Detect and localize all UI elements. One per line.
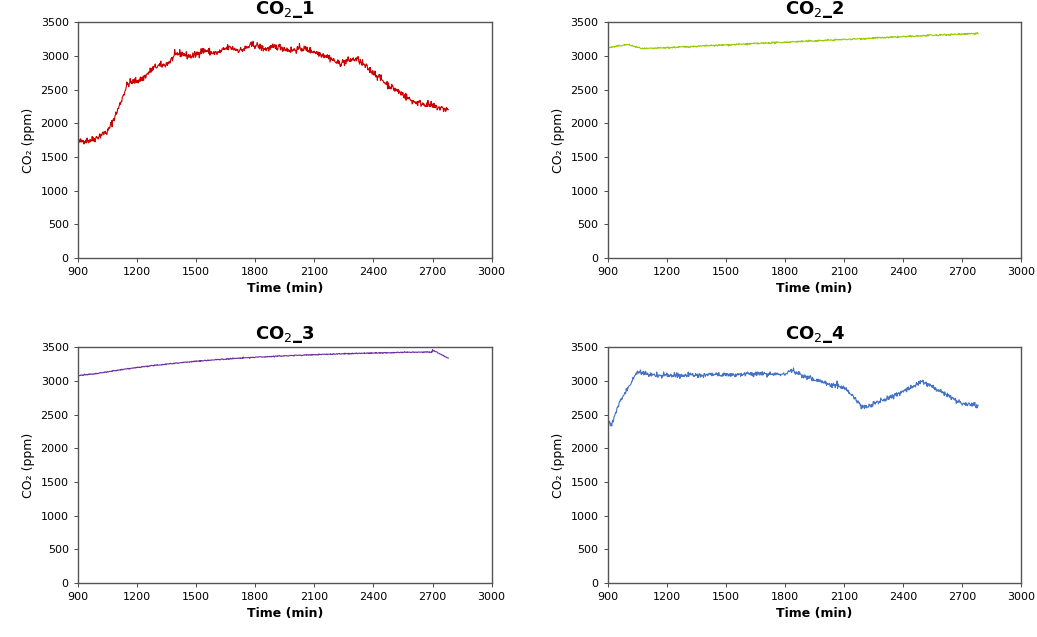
X-axis label: Time (min): Time (min) [777, 282, 852, 296]
Y-axis label: CO₂ (ppm): CO₂ (ppm) [22, 108, 35, 173]
Y-axis label: CO₂ (ppm): CO₂ (ppm) [552, 108, 565, 173]
Title: CO$_2$_1: CO$_2$_1 [255, 0, 314, 20]
Title: CO$_2$_2: CO$_2$_2 [785, 0, 844, 20]
Y-axis label: CO₂ (ppm): CO₂ (ppm) [22, 433, 35, 497]
X-axis label: Time (min): Time (min) [777, 608, 852, 620]
Y-axis label: CO₂ (ppm): CO₂ (ppm) [552, 433, 565, 497]
Title: CO$_2$_4: CO$_2$_4 [785, 324, 844, 345]
X-axis label: Time (min): Time (min) [247, 608, 323, 620]
X-axis label: Time (min): Time (min) [247, 282, 323, 296]
Title: CO$_2$_3: CO$_2$_3 [255, 324, 314, 345]
